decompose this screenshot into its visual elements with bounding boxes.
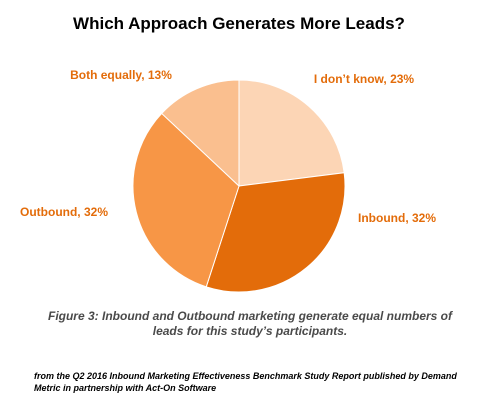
pie-slice-inbound [205,172,346,293]
pie-slices [132,79,346,293]
figure-caption: Figure 3: Inbound and Outbound marketing… [47,309,453,338]
slice-label-both-equally: Both equally, 13% [70,68,172,82]
source-note: from the Q2 2016 Inbound Marketing Effec… [34,371,457,393]
slice-label-outbound: Outbound, 32% [20,205,108,219]
chart-title: Which Approach Generates More Leads? [73,14,405,33]
pie-slice-both-equally [161,79,240,188]
slice-label-inbound: Inbound, 32% [358,211,436,225]
pie-slice-dont-know [238,79,345,187]
slice-label-dont-know: I don’t know, 23% [313,72,415,86]
pie-slice-outbound [132,112,240,288]
